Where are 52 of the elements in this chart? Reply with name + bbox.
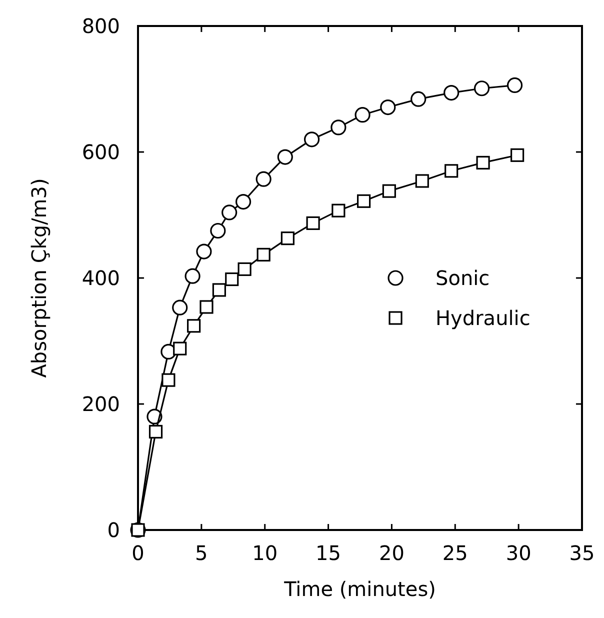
point (415, 174, 429, 188)
x-tick-label: 25 (442, 541, 468, 565)
point (444, 84, 460, 101)
x-tick-label: 10 (252, 541, 278, 565)
x-tick-label: 35 (569, 541, 595, 565)
y-tick-label: 400 (82, 266, 120, 290)
point (162, 373, 176, 387)
point (306, 216, 320, 230)
point (330, 120, 346, 136)
point (280, 232, 294, 246)
legend-label: Hydraulic (436, 306, 530, 330)
point (354, 107, 370, 123)
legend-label: Sonic (436, 266, 490, 290)
point (196, 244, 212, 260)
x-tick-label: 0 (132, 541, 144, 565)
y-tick-label: 0 (107, 518, 120, 542)
x-tick-label: 30 (506, 541, 532, 565)
point (184, 268, 200, 284)
point (187, 319, 201, 333)
point (476, 156, 490, 170)
point (172, 300, 188, 316)
y-axis-title: Absorption Çkg/m3) (27, 178, 51, 378)
point (173, 342, 187, 356)
point (210, 222, 226, 239)
point (238, 262, 252, 276)
point (444, 164, 458, 178)
point (474, 80, 490, 96)
point (131, 523, 145, 537)
y-tick-label: 200 (82, 392, 120, 416)
y-tick-label: 600 (82, 140, 120, 164)
point (410, 91, 426, 107)
point (200, 300, 214, 314)
point (380, 99, 396, 116)
x-tick-label: 5 (195, 541, 208, 565)
point (225, 272, 239, 286)
point (235, 194, 252, 210)
point (382, 184, 396, 198)
point (148, 424, 163, 439)
point (222, 204, 238, 220)
point (277, 149, 293, 165)
point (510, 148, 524, 162)
point (304, 132, 320, 148)
point (212, 283, 226, 297)
x-axis-title: Time (minutes) (283, 577, 436, 601)
point (256, 171, 272, 187)
point (506, 77, 523, 94)
point (256, 248, 270, 262)
point (357, 194, 371, 208)
x-tick-label: 15 (316, 541, 342, 565)
point (332, 204, 346, 218)
y-tick-label: 800 (82, 14, 120, 38)
x-tick-label: 20 (378, 541, 404, 565)
